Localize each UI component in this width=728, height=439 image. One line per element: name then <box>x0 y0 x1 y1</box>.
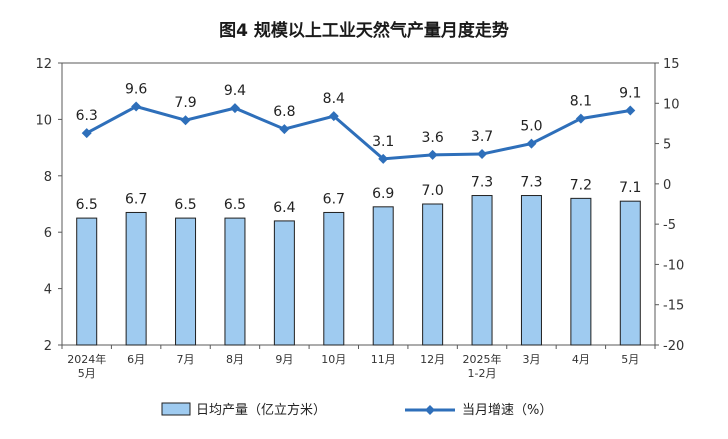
line-data-label: 8.1 <box>570 94 592 110</box>
x-tick-label: 5月 <box>78 367 96 380</box>
x-tick-label: 7月 <box>177 353 195 366</box>
bar-data-label: 6.5 <box>174 197 196 213</box>
y-left-tick-label: 2 <box>44 339 52 354</box>
bar <box>125 211 147 346</box>
plot-frame <box>61 62 656 346</box>
bar-data-label: 7.2 <box>570 177 592 193</box>
line-point <box>427 149 438 160</box>
y-right-tick-label: 10 <box>663 97 680 112</box>
bar <box>323 211 345 346</box>
bar-data-label: 6.7 <box>323 191 345 207</box>
line-point <box>279 124 290 135</box>
line-point <box>477 149 488 160</box>
labels-layer: 6.5 6.7 6.5 6.5 6.4 6.7 6.9 7.0 7.3 7.3 7.2 7.1 6.3 9… <box>76 82 642 216</box>
x-tick-label: 4月 <box>572 353 590 366</box>
x-tick-label: 2024年 <box>67 352 106 366</box>
bar <box>273 220 295 346</box>
line-point <box>229 103 240 114</box>
line-point <box>378 153 389 164</box>
bar <box>372 206 394 346</box>
bar-data-label: 7.0 <box>421 183 443 199</box>
x-tick-label: 5月 <box>621 353 639 366</box>
line-point <box>131 101 142 112</box>
bar-data-label: 6.7 <box>125 191 147 207</box>
x-tick-label: 3月 <box>522 353 540 366</box>
legend-marker-line <box>425 405 435 415</box>
x-tick-label: 10月 <box>321 353 346 366</box>
line-point <box>180 115 191 126</box>
legend-swatch-bar <box>161 402 191 416</box>
y-right-tick-label: -15 <box>663 299 684 314</box>
legend-label-line: 当月增速（%） <box>462 403 552 418</box>
line-data-label: 6.8 <box>273 104 295 120</box>
line-data-label: 9.1 <box>619 86 641 102</box>
y-right-tick-label: -20 <box>663 339 684 354</box>
x-tick-label: 12月 <box>420 353 445 366</box>
bar-data-label: 6.9 <box>372 186 394 202</box>
x-tick-label: 1-2月 <box>468 367 497 380</box>
line-data-label: 7.9 <box>174 95 196 111</box>
line-point <box>328 111 339 122</box>
bar-data-label: 6.5 <box>224 197 246 213</box>
y-left-tick-label: 12 <box>35 57 52 72</box>
bar-data-label: 7.3 <box>520 175 542 191</box>
bar <box>422 203 444 346</box>
chart-title: 图4 规模以上工业天然气产量月度走势 <box>219 21 509 41</box>
y-left-tick-label: 6 <box>44 226 52 241</box>
line-point <box>526 138 537 149</box>
bar <box>175 217 197 346</box>
bar <box>76 217 98 346</box>
bar <box>570 197 592 346</box>
line-point <box>625 105 636 116</box>
bar-data-label: 6.4 <box>273 200 295 216</box>
line-point <box>575 113 586 124</box>
y-left-tick-label: 8 <box>44 170 52 185</box>
x-tick-label: 6月 <box>127 353 145 366</box>
x-tick-label: 9月 <box>275 353 293 366</box>
legend: 日均产量（亿立方米） 当月增速（%） <box>161 402 552 418</box>
line-data-label: 5.0 <box>520 119 542 135</box>
line-point <box>81 128 92 139</box>
line-data-label: 3.6 <box>421 130 443 146</box>
line-data-label: 9.4 <box>224 83 246 99</box>
legend-label-bar: 日均产量（亿立方米） <box>196 402 326 418</box>
bar-data-label: 7.3 <box>471 175 493 191</box>
line-data-label: 8.4 <box>323 91 345 107</box>
line-data-label: 3.7 <box>471 129 493 145</box>
y-right-tick-label: 15 <box>663 57 680 72</box>
y-left-tick-label: 10 <box>35 113 52 128</box>
line-data-label: 9.6 <box>125 82 147 98</box>
bar <box>224 217 246 346</box>
growth-line <box>85 104 631 161</box>
bar-data-label: 7.1 <box>619 180 641 196</box>
y-right-tick-label: 0 <box>663 178 671 193</box>
y-right-tick-label: -5 <box>663 218 676 233</box>
x-tick-label: 11月 <box>371 353 396 366</box>
bar <box>520 195 542 346</box>
y-left-tick-label: 4 <box>44 283 52 298</box>
bar-data-label: 6.5 <box>76 197 98 213</box>
bar <box>619 200 641 346</box>
line-layer <box>81 101 636 164</box>
bars-layer <box>76 195 641 346</box>
bar <box>471 195 493 346</box>
x-tick-label: 8月 <box>226 353 244 366</box>
y-right-tick-label: -10 <box>663 258 684 273</box>
x-tick-label: 2025年 <box>463 352 502 366</box>
y-right-tick-label: 5 <box>663 138 671 153</box>
line-data-label: 6.3 <box>76 108 98 124</box>
line-data-label: 3.1 <box>372 134 394 150</box>
